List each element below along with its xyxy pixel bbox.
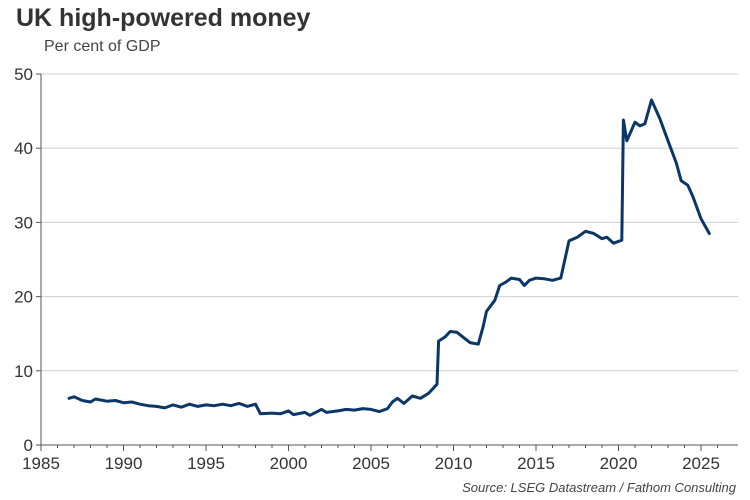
x-tick-label: 1985 [22,454,60,473]
x-tick-label: 1995 [187,454,225,473]
x-tick-label: 1990 [105,454,143,473]
x-tick-label: 2005 [352,454,390,473]
x-tick-label: 2010 [435,454,473,473]
series-line [67,98,711,417]
x-tick-label: 2015 [517,454,555,473]
y-tick-label: 50 [14,65,33,84]
y-tick-label: 0 [24,436,33,455]
y-tick-label: 40 [14,139,33,158]
x-tick-label: 2020 [600,454,638,473]
chart-title: UK high-powered money [16,4,311,32]
y-tick-label: 30 [14,213,33,232]
x-tick-label: 2000 [270,454,308,473]
chart-subtitle: Per cent of GDP [44,38,161,55]
x-tick-label: 2025 [682,454,720,473]
source-note: Source: LSEG Datastream / Fathom Consult… [462,480,736,495]
y-tick-label: 20 [14,288,33,307]
y-tick-label: 10 [14,362,33,381]
